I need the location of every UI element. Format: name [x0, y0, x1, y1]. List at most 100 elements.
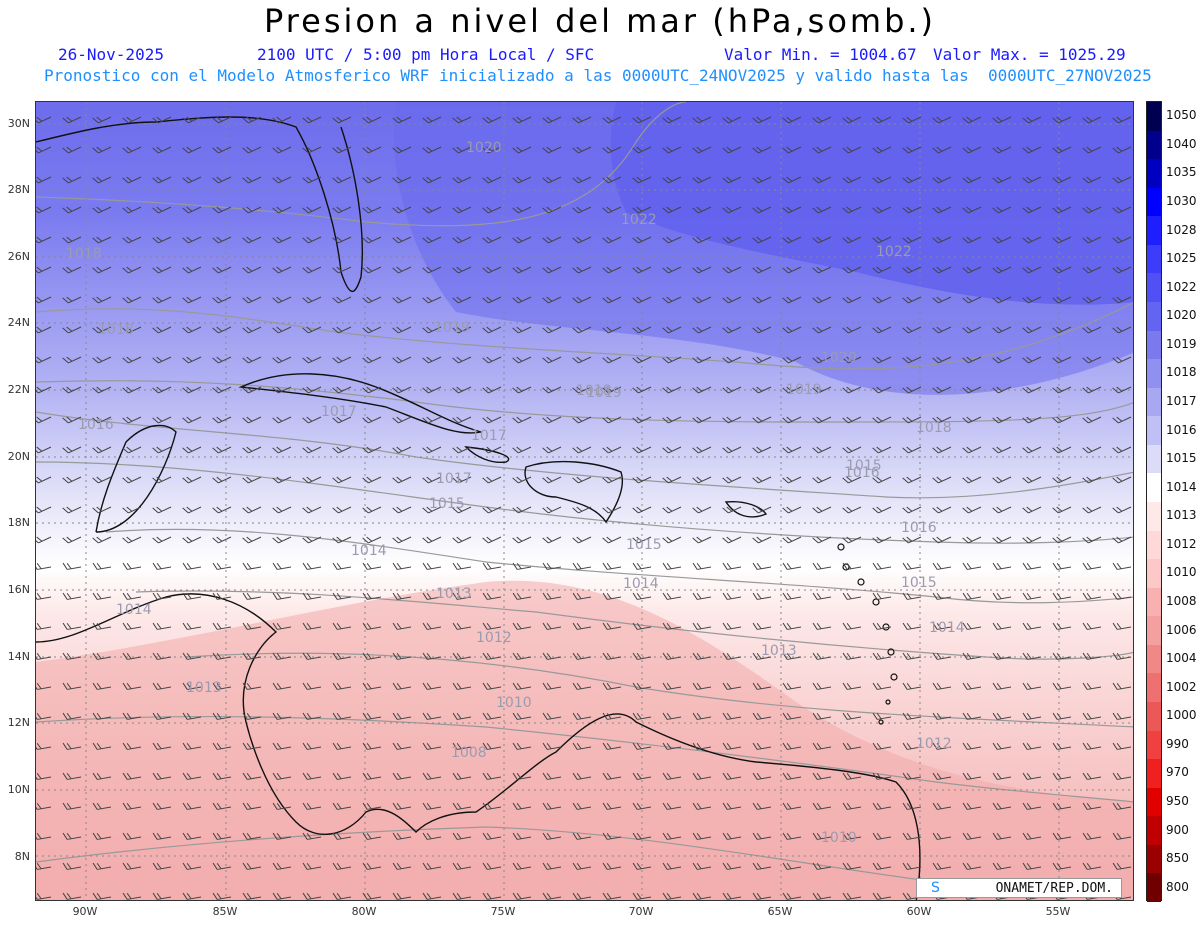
wind-barb — [212, 506, 232, 514]
wind-barb — [332, 802, 352, 810]
wind-barb — [722, 296, 742, 304]
wind-barb — [662, 446, 682, 454]
wind-barb — [932, 176, 952, 184]
wind-barb — [782, 146, 802, 154]
colorbar-segment — [1147, 244, 1161, 274]
wind-barb — [992, 266, 1012, 274]
wind-barb — [362, 296, 382, 304]
wind-barb — [662, 652, 682, 660]
wind-barb — [902, 592, 922, 600]
wind-barb — [842, 146, 862, 154]
wind-barb — [332, 416, 352, 424]
wind-barb — [242, 862, 262, 870]
wind-barb — [662, 712, 682, 720]
wind-barb — [992, 506, 1012, 514]
wind-barb — [902, 536, 922, 544]
wind-barb — [842, 476, 862, 484]
wind-barb — [482, 742, 502, 750]
contour-label: 1015 — [429, 496, 465, 512]
wind-barb — [542, 772, 562, 780]
wind-barb — [452, 682, 472, 690]
contour-label: 1015 — [626, 537, 662, 553]
wind-barb — [872, 206, 892, 214]
wind-barb — [842, 176, 862, 184]
wind-barb — [752, 476, 772, 484]
wind-barb — [512, 562, 532, 570]
wind-barb — [212, 892, 232, 900]
wind-barb — [362, 386, 382, 394]
wind-barb — [932, 712, 952, 720]
wind-barb — [602, 146, 622, 154]
wind-barb — [392, 802, 412, 810]
wind-barb — [212, 116, 232, 124]
wind-barb — [362, 652, 382, 660]
wind-barb — [302, 892, 322, 900]
wind-barb — [242, 802, 262, 810]
wind-barb — [692, 592, 712, 600]
colorbar-label: 800 — [1166, 879, 1189, 894]
contour-label: 1019 — [786, 382, 822, 398]
wind-barb — [182, 772, 202, 780]
wind-barb — [362, 832, 382, 840]
wind-barb — [632, 266, 652, 274]
wind-barb — [92, 506, 112, 514]
wind-barb — [572, 772, 592, 780]
wind-barb — [242, 266, 262, 274]
lat-label-16n: 16N — [7, 583, 30, 596]
wind-barb — [242, 296, 262, 304]
wind-barb — [272, 682, 292, 690]
pressure-map: 1020 1022 1022 1019 1018 1018 1019 1020 1017 1016… — [35, 101, 1134, 901]
wind-barb — [602, 622, 622, 630]
wind-barb — [962, 446, 982, 454]
wind-barb — [1112, 682, 1132, 690]
wind-barb — [182, 386, 202, 394]
wind-barb — [332, 562, 352, 570]
wind-barb — [92, 802, 112, 810]
wind-barb — [572, 206, 592, 214]
wind-barb — [662, 892, 682, 900]
wind-barb — [692, 266, 712, 274]
wind-barb — [782, 592, 802, 600]
wind-barb — [842, 326, 862, 334]
wind-barb — [812, 622, 832, 630]
wind-barb — [62, 146, 82, 154]
wind-barb — [692, 742, 712, 750]
wind-barb — [662, 772, 682, 780]
wind-barb — [542, 386, 562, 394]
wind-barb — [122, 446, 142, 454]
wind-barb — [302, 476, 322, 484]
wind-barb — [812, 832, 832, 840]
wind-barb — [152, 892, 172, 900]
wind-barb — [362, 446, 382, 454]
wind-barb — [1112, 176, 1132, 184]
wind-barb — [422, 712, 442, 720]
wind-barb — [782, 562, 802, 570]
wind-barb — [272, 832, 292, 840]
wind-barb — [62, 862, 82, 870]
wind-barb — [752, 862, 772, 870]
lat-label-20n: 20N — [7, 450, 30, 463]
wind-barb — [512, 506, 532, 514]
wind-barb — [632, 176, 652, 184]
wind-barb — [182, 146, 202, 154]
wind-barb — [992, 682, 1012, 690]
wind-barb — [182, 892, 202, 900]
contour-label: 1018 — [98, 322, 134, 338]
wind-barb — [1022, 296, 1042, 304]
wind-barb — [212, 296, 232, 304]
wind-barb — [752, 386, 772, 394]
wind-barb — [572, 476, 592, 484]
wind-barb — [452, 832, 472, 840]
wind-barb — [1082, 296, 1102, 304]
wind-barb — [812, 356, 832, 364]
wind-barb — [572, 802, 592, 810]
colorbar-label: 1012 — [1166, 536, 1197, 551]
lon-label-70w: 70W — [628, 905, 654, 918]
colorbar-segment — [1147, 844, 1161, 874]
wind-barb — [812, 562, 832, 570]
wind-barb — [242, 712, 262, 720]
wind-barb — [1112, 802, 1132, 810]
wind-barb — [302, 236, 322, 244]
wind-barb — [422, 446, 442, 454]
wind-barb — [242, 386, 262, 394]
